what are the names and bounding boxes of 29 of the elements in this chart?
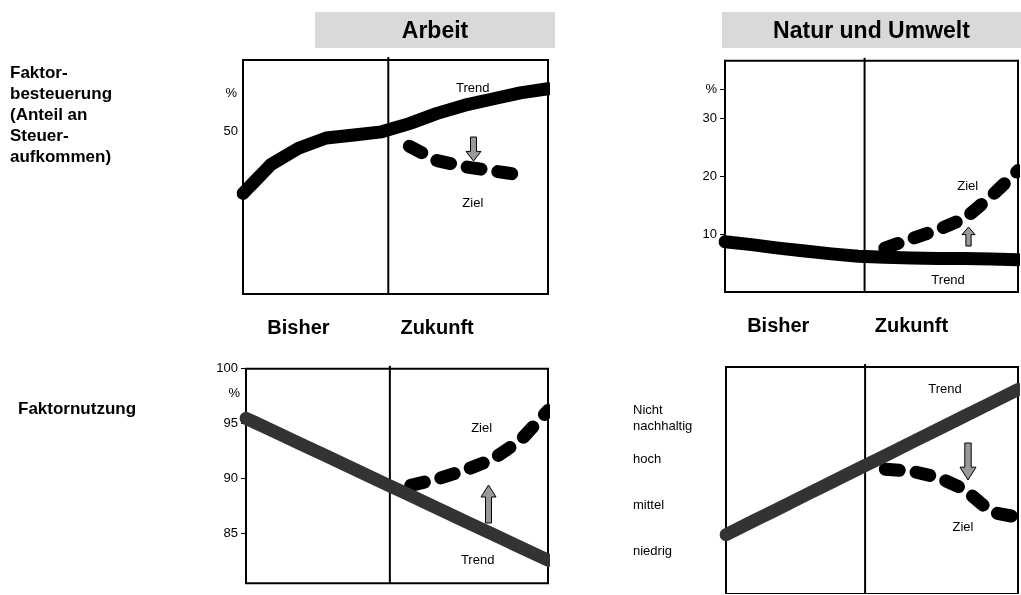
x-tick-label: Bisher — [267, 315, 330, 338]
series-label: Trend — [928, 381, 962, 397]
y-tick-label: % — [705, 81, 718, 97]
chart-title: Natur und Umwelt — [722, 12, 1021, 48]
series-label: Ziel — [462, 195, 484, 211]
x-tick-label: Zukunft — [400, 315, 475, 338]
y-tick-label: 20 — [702, 167, 717, 183]
y-tick-label: 10 — [702, 225, 717, 241]
text: 50 — [222, 123, 238, 139]
text: Faktor-besteuerung (Anteil an Steuer-aufkommen) — [10, 62, 114, 167]
series-label: Trend — [931, 272, 965, 288]
y-tick-label: 30 — [702, 110, 717, 126]
text: hoch — [633, 451, 663, 467]
text: Nicht nachhaltig — [633, 402, 694, 434]
y-tick-label: 85 — [223, 525, 238, 541]
x-tick-label: Bisher — [747, 313, 810, 336]
series-label: Ziel — [952, 519, 974, 535]
x-tick-label: Zukunft — [874, 313, 949, 336]
series-label: Ziel — [957, 178, 979, 194]
y-tick-label: 100 — [216, 360, 238, 376]
series-label: Ziel — [471, 419, 493, 435]
text: Faktornutzung — [18, 398, 138, 419]
text: niedrig — [633, 543, 674, 559]
series-label: Trend — [456, 79, 490, 95]
series-label: Trend — [460, 552, 495, 568]
y-tick-label: 90 — [223, 470, 238, 486]
y-tick-label: 95 — [223, 415, 238, 431]
chart-title: Arbeit — [315, 12, 555, 48]
text: mittel — [633, 497, 666, 513]
